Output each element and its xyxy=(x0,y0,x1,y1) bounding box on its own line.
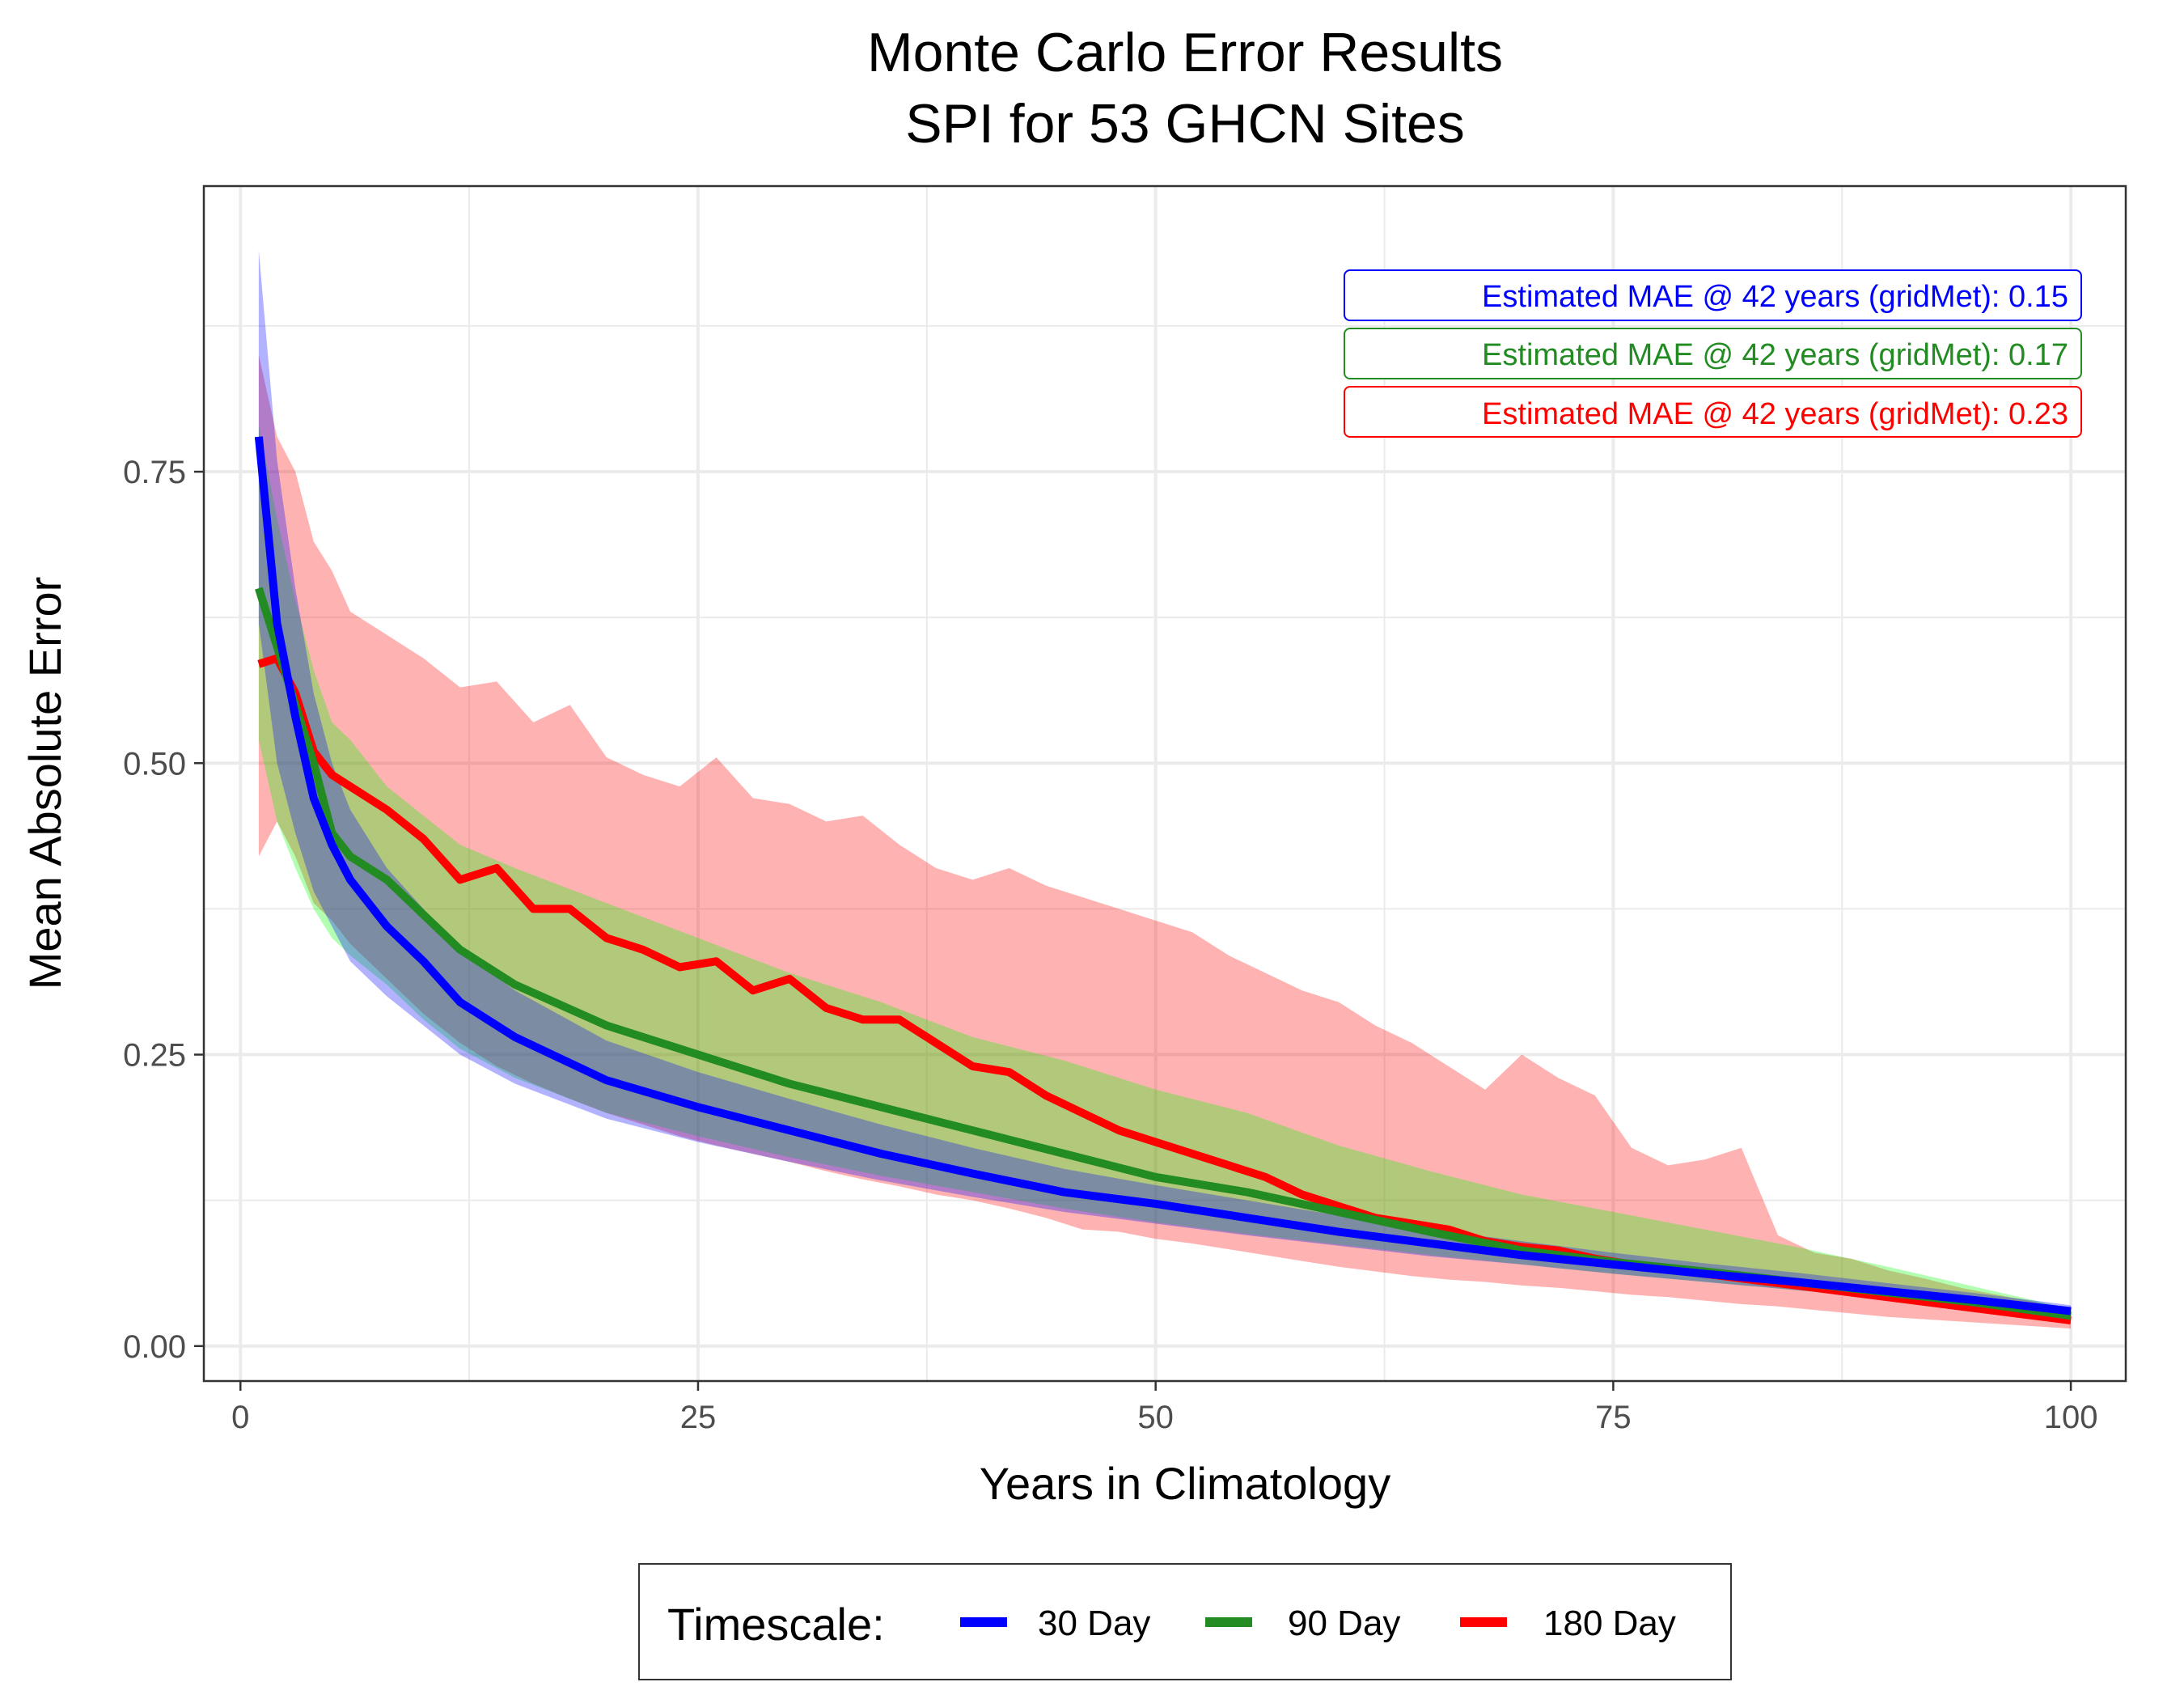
chart-title-line-1: Monte Carlo Error Results xyxy=(867,22,1503,83)
annotation-text-180-day: Estimated MAE @ 42 years (gridMet): 0.23 xyxy=(1482,397,2068,431)
annotation-90-day: Estimated MAE @ 42 years (gridMet): 0.17 xyxy=(1344,328,2082,379)
x-tick-label: 0 xyxy=(231,1400,249,1435)
series-lines xyxy=(254,436,2072,1325)
annotation-180-day: Estimated MAE @ 42 years (gridMet): 0.23 xyxy=(1344,386,2082,438)
plot-panel-border xyxy=(202,184,2127,1383)
y-tick-label: 0.75 xyxy=(123,455,186,490)
grid-lines xyxy=(204,186,2126,1381)
legend-label-30-day: 30 Day xyxy=(1038,1604,1150,1643)
y-axis-title: Mean Absolute Error xyxy=(19,577,70,989)
legend-title: Timescale: xyxy=(667,1599,885,1650)
y-tick-label: 0.25 xyxy=(123,1038,186,1074)
annotation-text-30-day: Estimated MAE @ 42 years (gridMet): 0.15 xyxy=(1482,280,2068,314)
legend-box xyxy=(638,1563,1732,1680)
band-90-day xyxy=(258,425,2072,1321)
legend: Timescale: 30 Day 90 Day 180 Day xyxy=(638,1563,1732,1680)
band-180-day xyxy=(258,354,2072,1329)
annotation-30-day: Estimated MAE @ 42 years (gridMet): 0.15 xyxy=(1344,269,2082,321)
y-tick-label: 0.50 xyxy=(123,746,186,782)
x-axis-title: Years in Climatology xyxy=(980,1458,1390,1509)
chart-title-line-2: SPI for 53 GHCN Sites xyxy=(905,93,1465,155)
legend-label-90-day: 90 Day xyxy=(1288,1604,1400,1643)
legend-label-180-day: 180 Day xyxy=(1543,1604,1676,1643)
axis-ticks: 0 25 50 75 100 0.00 0.25 0.50 0.75 xyxy=(123,455,2097,1435)
x-tick-label: 25 xyxy=(680,1400,717,1435)
confidence-bands xyxy=(258,250,2072,1329)
x-tick-label: 75 xyxy=(1595,1400,1632,1435)
y-tick-label: 0.00 xyxy=(123,1329,186,1365)
x-tick-label: 100 xyxy=(2044,1400,2098,1435)
x-tick-label: 50 xyxy=(1137,1400,1174,1435)
annotation-text-90-day: Estimated MAE @ 42 years (gridMet): 0.17 xyxy=(1482,338,2068,372)
series-line-30-day xyxy=(254,436,2072,1316)
